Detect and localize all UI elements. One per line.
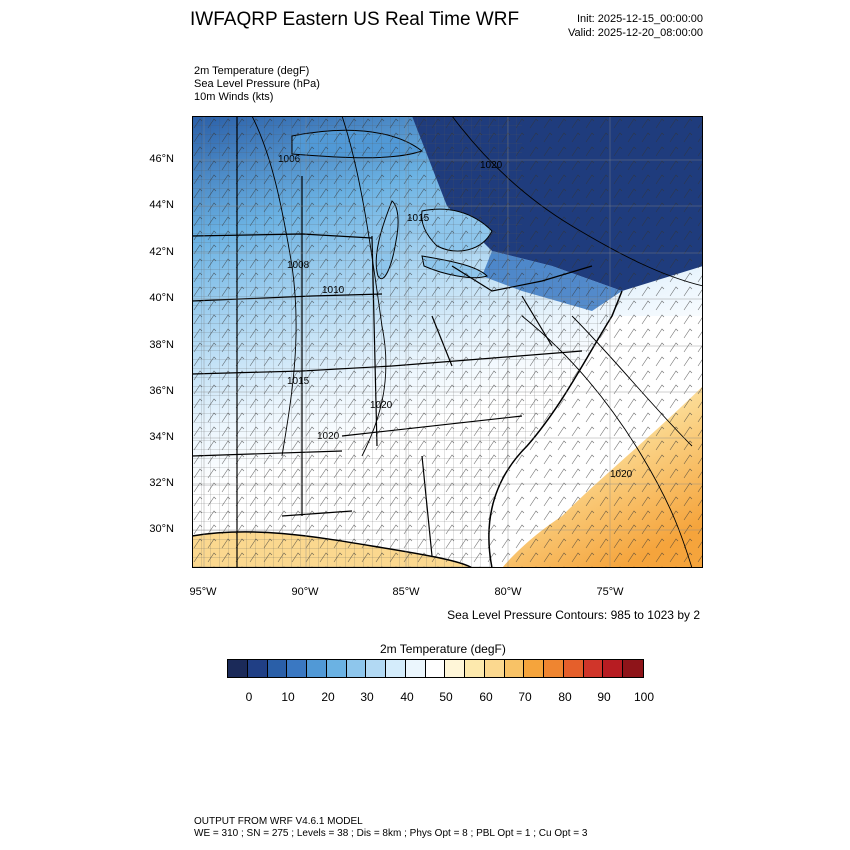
valid-time: Valid: 2025-12-20_08:00:00 [568,27,703,39]
pressure-label: 1015 [407,213,430,224]
lat-label: 36°N [149,385,174,397]
colorbar-swatch [563,660,584,677]
colorbar-swatch [307,660,327,677]
pressure-label: 1006 [278,154,301,165]
contour-note: Sea Level Pressure Contours: 985 to 1023… [447,608,700,622]
colorbar-swatch [623,660,643,677]
graticule [192,116,703,568]
colorbar-label: 40 [400,690,414,704]
colorbar-label: 20 [321,690,335,704]
colorbar-label: 10 [281,690,295,704]
pressure-label: 1015 [287,376,310,387]
colorbar-label: 50 [439,690,453,704]
colorbar-swatch [267,660,288,677]
colorbar-label: 60 [479,690,493,704]
pressure-label: 1020 [370,400,393,411]
lat-label: 40°N [149,292,174,304]
pressure-label: 1010 [322,285,345,296]
pressure-label: 1020 [480,160,503,171]
colorbar-swatch [405,660,426,677]
colorbar-swatch [544,660,564,677]
colorbar [227,659,644,678]
isobars [251,116,703,568]
plot-title: IWFAQRP Eastern US Real Time WRF [190,9,520,30]
colorbar-swatch [465,660,485,677]
lat-label: 44°N [149,199,174,211]
colorbar-swatch [386,660,406,677]
field-label-pressure: Sea Level Pressure (hPa) [194,78,320,90]
pressure-label: 1008 [287,260,310,271]
lon-label: 95°W [189,586,217,598]
colorbar-label: 30 [360,690,374,704]
colorbar-swatch [346,660,367,677]
lon-label: 80°W [494,586,522,598]
colorbar-swatch [583,660,604,677]
colorbar-label: 90 [597,690,611,704]
colorbar-swatch [484,660,505,677]
lat-label: 38°N [149,339,174,351]
colorbar-label: 0 [245,690,253,704]
colorbar-swatch [445,660,465,677]
colorbar-title: 2m Temperature (degF) [380,642,506,656]
wind-barbs [192,116,703,568]
lat-label: 34°N [149,431,174,443]
init-time: Init: 2025-12-15_00:00:00 [577,13,703,25]
pressure-label: 1020 [317,431,340,442]
lon-label: 85°W [392,586,420,598]
model-info: OUTPUT FROM WRF V4.6.1 MODEL [194,816,363,827]
lon-label: 75°W [596,586,624,598]
colorbar-swatch [287,660,307,677]
gulf-coastline [192,531,473,568]
colorbar-swatch [425,660,446,677]
model-config: WE = 310 ; SN = 275 ; Levels = 38 ; Dis … [194,828,588,839]
lat-label: 30°N [149,523,174,535]
field-label-temperature: 2m Temperature (degF) [194,65,310,77]
state-boundaries [192,116,593,568]
weather-map: 1006 1020 1015 1008 1010 1015 1020 1020 … [192,116,703,568]
colorbar-label: 80 [558,690,572,704]
colorbar-swatch [504,660,525,677]
pressure-labels: 1006 1020 1015 1008 1010 1015 1020 1020 … [278,154,633,480]
colorbar-label: 70 [518,690,532,704]
colorbar-swatch [228,660,248,677]
colorbar-swatch [366,660,386,677]
colorbar-label: 100 [633,690,655,704]
east-coastline [488,290,623,568]
pressure-label: 1020 [610,469,633,480]
field-label-winds: 10m Winds (kts) [194,91,274,103]
lat-label: 32°N [149,477,174,489]
lat-label: 46°N [149,153,174,165]
colorbar-swatch [326,660,347,677]
colorbar-swatch [603,660,623,677]
colorbar-swatch [247,660,268,677]
colorbar-swatch [524,660,544,677]
map-frame [192,116,703,568]
lon-label: 90°W [291,586,319,598]
lat-label: 42°N [149,246,174,258]
